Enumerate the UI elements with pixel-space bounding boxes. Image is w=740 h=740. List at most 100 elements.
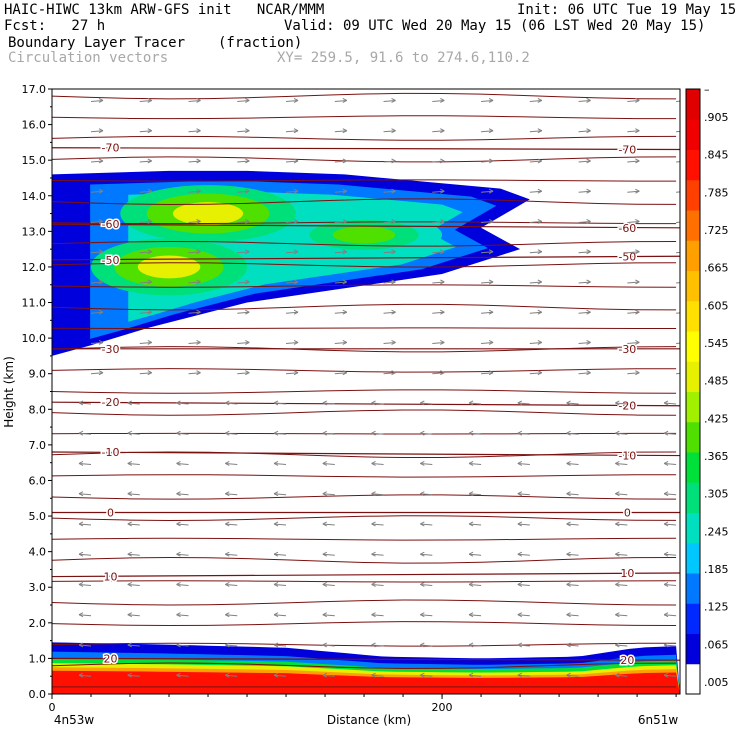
circulation-vector [78, 432, 92, 435]
circulation-vector [517, 614, 530, 617]
vector-arrowhead [322, 491, 328, 497]
circulation-vector [517, 523, 530, 526]
vector-arrowhead [537, 249, 543, 255]
boundary-layer-band [52, 670, 680, 694]
circulation-vector [237, 251, 250, 254]
circulation-vector [529, 251, 542, 254]
vector-arrowhead [293, 219, 299, 224]
isotherm-label: 10 [620, 567, 634, 580]
circulation-vector [578, 372, 591, 375]
circulation-vector [676, 130, 680, 133]
vector-arrowhead [245, 370, 250, 376]
colorbar-label: .785 [704, 186, 729, 199]
circulation-vector [127, 523, 140, 526]
circulation-vector [237, 130, 250, 133]
circulation-vector [676, 191, 680, 193]
vector-arrowhead [488, 188, 494, 194]
vector-arrowhead [440, 188, 445, 194]
vector-arrowhead [391, 370, 396, 376]
circulation-vector [383, 220, 396, 223]
vector-arrowhead [468, 672, 474, 678]
vector-arrowhead [566, 491, 571, 497]
circulation-vector [78, 553, 92, 556]
circulation-vector [578, 190, 591, 193]
isotherm-line [52, 135, 677, 141]
circulation-vector [371, 402, 384, 405]
vector-arrowhead [322, 400, 328, 406]
circulation-vector [285, 311, 299, 314]
circulation-vector [469, 523, 482, 526]
circulation-vector [176, 493, 189, 496]
circulation-vector [664, 523, 677, 526]
circulation-vector [188, 160, 201, 163]
header-valid-time: Valid: 09 UTC Wed 20 May 15 (06 LST Wed … [284, 18, 706, 34]
circulation-vector [469, 614, 482, 617]
circulation-vector [469, 432, 482, 435]
colorbar-label: .905 [704, 111, 729, 124]
colorbar-swatch [686, 361, 700, 392]
vector-arrowhead [635, 279, 640, 285]
circulation-vector [139, 281, 152, 284]
circulation-vector [285, 281, 299, 284]
isotherm-line [52, 223, 680, 229]
circulation-vector [615, 644, 628, 647]
circulation-vector [578, 130, 591, 133]
vector-arrowhead [440, 309, 445, 315]
isotherm-line [52, 303, 677, 311]
circulation-vector [664, 402, 677, 405]
circulation-vector [334, 130, 347, 133]
vector-arrowhead [322, 551, 328, 557]
vector-arrowhead [245, 188, 250, 194]
isotherm-line [52, 451, 680, 457]
circulation-vector [139, 220, 152, 223]
y-tick-label: 13.0 [22, 225, 47, 238]
circulation-vector [188, 220, 201, 223]
vector-arrowhead [245, 309, 250, 315]
vector-arrowhead [586, 128, 591, 134]
vector-arrowhead [488, 98, 494, 103]
vector-arrowhead [635, 370, 640, 376]
circulation-vector [334, 220, 347, 223]
circulation-vector [334, 341, 347, 344]
vector-arrowhead [440, 340, 445, 345]
isotherm-line [52, 401, 680, 407]
circulation-vector [225, 644, 238, 647]
circulation-vector [566, 674, 579, 677]
circulation-vector [176, 553, 189, 556]
circulation-vector [529, 281, 542, 284]
isotherm-label: -10 [102, 446, 120, 459]
circulation-vector [566, 553, 579, 556]
vector-arrowhead [293, 188, 299, 194]
circulation-vector [529, 311, 542, 314]
isotherm-label: 20 [620, 654, 634, 667]
vector-arrowhead [176, 642, 181, 648]
isotherm-line [52, 494, 677, 500]
colorbar-swatch [686, 210, 700, 241]
colorbar-swatch [686, 452, 700, 483]
circulation-vector [237, 190, 250, 193]
circulation-vector [664, 553, 677, 556]
circulation-vector [383, 372, 396, 375]
vector-arrowhead [342, 128, 348, 134]
vector-arrowhead [273, 582, 279, 587]
circulation-vector [127, 644, 140, 647]
isotherm-line [52, 537, 677, 541]
circulation-vector [322, 402, 335, 405]
vector-arrowhead [663, 672, 669, 678]
colorbar-label: .485 [704, 375, 729, 388]
circulation-vector [432, 99, 445, 102]
circulation-vector [664, 614, 677, 617]
vector-arrowhead [586, 188, 591, 194]
vector-arrowhead [635, 128, 640, 134]
circulation-vector [225, 674, 238, 677]
vector-arrowhead [225, 672, 230, 678]
circulation-vector [529, 160, 542, 163]
circulation-vector [664, 644, 677, 647]
circulation-vector [188, 130, 201, 133]
vector-arrowhead [127, 582, 132, 587]
tracer-plume-core [332, 226, 396, 244]
vector-arrowhead [371, 491, 376, 497]
circulation-vector [664, 493, 677, 496]
circulation-vector [615, 553, 628, 556]
circulation-vector [676, 372, 680, 375]
